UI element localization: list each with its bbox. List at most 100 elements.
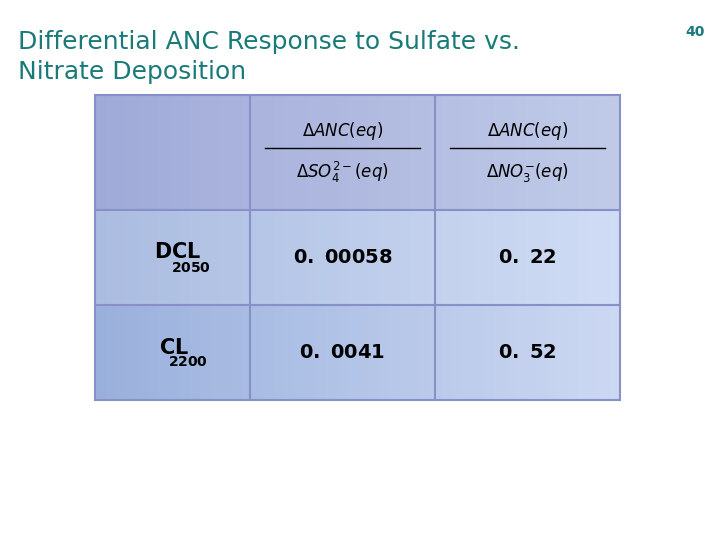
Bar <box>494 210 505 305</box>
Bar <box>462 95 474 210</box>
Text: $\mathit{\Delta ANC(eq)}$: $\mathit{\Delta ANC(eq)}$ <box>302 119 383 141</box>
Bar <box>546 210 557 305</box>
Bar <box>106 95 117 210</box>
Bar <box>599 210 610 305</box>
Bar <box>557 95 568 210</box>
Bar <box>588 95 600 210</box>
Bar <box>294 95 305 210</box>
Bar <box>200 210 211 305</box>
Text: $\mathit{\mathbf{0.\ 00058}}$: $\mathit{\mathbf{0.\ 00058}}$ <box>292 248 392 267</box>
Bar <box>168 305 179 400</box>
Bar <box>389 305 400 400</box>
Bar <box>179 210 190 305</box>
Bar <box>505 210 516 305</box>
Text: $\mathit{\Delta NO_3^{-}(eq)}$: $\mathit{\Delta NO_3^{-}(eq)}$ <box>486 161 569 184</box>
Bar <box>588 210 600 305</box>
Bar <box>242 210 253 305</box>
Bar <box>210 210 222 305</box>
Bar <box>210 305 222 400</box>
Bar <box>326 210 337 305</box>
Bar <box>168 95 179 210</box>
Bar <box>189 210 200 305</box>
Bar <box>95 305 106 400</box>
Bar <box>221 95 232 210</box>
Bar <box>379 305 390 400</box>
Bar <box>106 210 117 305</box>
Bar <box>242 95 253 210</box>
Text: $\mathbf{2050}$: $\mathbf{2050}$ <box>171 260 210 274</box>
Bar <box>158 95 169 210</box>
Bar <box>263 210 274 305</box>
Bar <box>253 305 264 400</box>
Bar <box>536 210 547 305</box>
Bar <box>441 95 452 210</box>
Bar <box>158 210 169 305</box>
Text: $\mathbf{2200}$: $\mathbf{2200}$ <box>168 355 207 369</box>
Bar <box>305 210 316 305</box>
Bar <box>441 210 452 305</box>
Bar <box>305 305 316 400</box>
Bar <box>242 305 253 400</box>
Bar <box>336 305 348 400</box>
Bar <box>168 210 179 305</box>
Bar <box>116 305 127 400</box>
Bar <box>358 95 369 210</box>
Bar <box>148 95 158 210</box>
Text: $\mathit{\Delta SO_4^{2-}(eq)}$: $\mathit{\Delta SO_4^{2-}(eq)}$ <box>296 160 389 185</box>
Bar <box>179 95 190 210</box>
Bar <box>473 210 484 305</box>
Bar <box>336 210 348 305</box>
Bar <box>284 305 295 400</box>
Bar <box>410 305 421 400</box>
Text: 40: 40 <box>685 25 705 39</box>
Bar <box>462 305 474 400</box>
Bar <box>610 305 621 400</box>
Bar <box>368 95 379 210</box>
Bar <box>158 305 169 400</box>
Bar <box>221 210 232 305</box>
Bar <box>137 95 148 210</box>
Bar <box>420 210 431 305</box>
Text: $\mathit{\mathbf{0.\ 0041}}$: $\mathit{\mathbf{0.\ 0041}}$ <box>300 343 385 362</box>
Bar <box>420 95 431 210</box>
Bar <box>315 305 326 400</box>
Bar <box>484 210 495 305</box>
Bar <box>210 95 222 210</box>
Text: Differential ANC Response to Sulfate vs.: Differential ANC Response to Sulfate vs. <box>18 30 520 54</box>
Text: $\mathbf{DCL}$: $\mathbf{DCL}$ <box>154 242 201 262</box>
Bar <box>127 210 138 305</box>
Bar <box>452 95 463 210</box>
Bar <box>95 95 620 400</box>
Bar <box>263 305 274 400</box>
Bar <box>400 95 410 210</box>
Bar <box>389 95 400 210</box>
Bar <box>358 210 369 305</box>
Bar <box>420 305 431 400</box>
Bar <box>462 210 474 305</box>
Bar <box>274 210 284 305</box>
Bar <box>494 95 505 210</box>
Bar <box>494 305 505 400</box>
Bar <box>106 305 117 400</box>
Bar <box>379 210 390 305</box>
Bar <box>127 305 138 400</box>
Bar <box>200 95 211 210</box>
Bar <box>452 210 463 305</box>
Bar <box>200 305 211 400</box>
Bar <box>127 95 138 210</box>
Bar <box>263 95 274 210</box>
Bar <box>232 210 243 305</box>
Bar <box>294 210 305 305</box>
Bar <box>137 305 148 400</box>
Bar <box>389 210 400 305</box>
Bar <box>347 210 358 305</box>
Bar <box>232 95 243 210</box>
Text: $\mathit{\mathbf{0.\ 22}}$: $\mathit{\mathbf{0.\ 22}}$ <box>498 248 557 267</box>
Bar <box>588 305 600 400</box>
Bar <box>284 95 295 210</box>
Bar <box>557 305 568 400</box>
Bar <box>567 210 578 305</box>
Bar <box>599 95 610 210</box>
Bar <box>473 305 484 400</box>
Bar <box>546 95 557 210</box>
